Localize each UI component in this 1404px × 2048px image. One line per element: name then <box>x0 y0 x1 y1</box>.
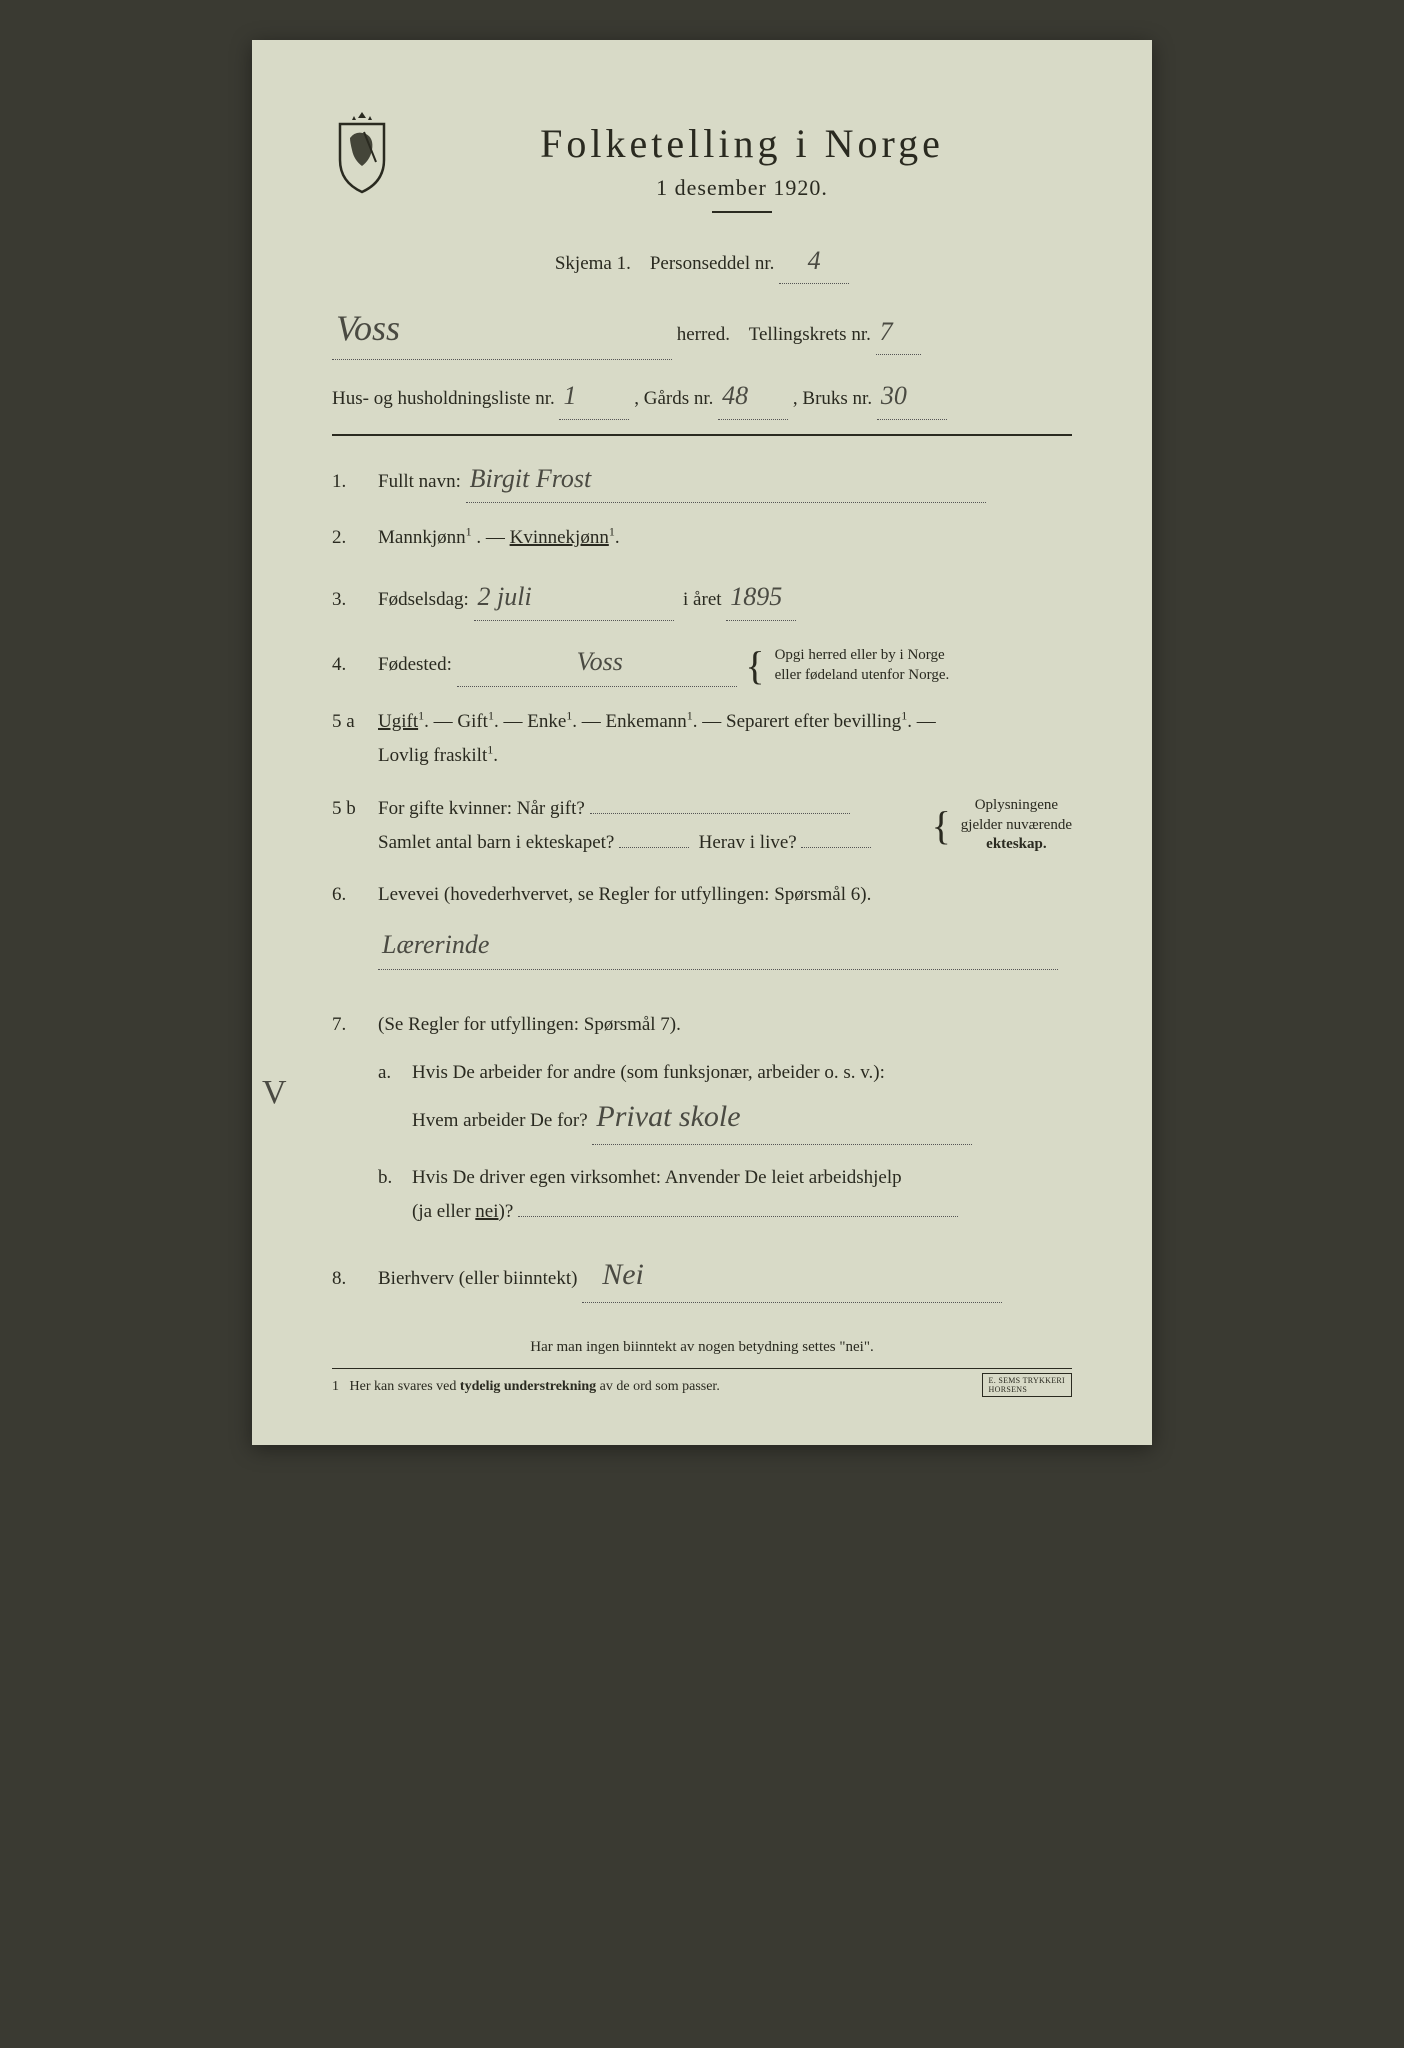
q2-mann: Mannkjønn <box>378 527 466 548</box>
footnote: 1 Her kan svares ved tydelig understrekn… <box>332 1379 1072 1395</box>
question-2: 2. Mannkjønn1 . — Kvinnekjønn1. <box>332 521 1072 555</box>
q7b-l1: Hvis De driver egen virksomhet: Anvender… <box>412 1167 902 1188</box>
q8-value: Nei <box>582 1248 648 1302</box>
q6-label: Levevei (hovederhvervet, se Regler for u… <box>378 884 871 905</box>
bruks-value: 30 <box>877 374 911 418</box>
q7b-l3: )? <box>499 1201 514 1222</box>
skjema-line: Skjema 1. Personseddel nr. 4 <box>332 239 1072 284</box>
question-8: 8. Bierhverv (eller biinntekt) Nei <box>332 1248 1072 1303</box>
q4-brace: { Opgi herred eller by i Norge eller fød… <box>741 646 949 685</box>
q7a-l1: Hvis De arbeider for andre (som funksjon… <box>412 1062 885 1083</box>
q5a-sep: Separert efter bevilling <box>726 711 901 732</box>
herred-line: Voss herred. Tellingskrets nr. 7 <box>332 298 1072 360</box>
q5b-note3: ekteskap. <box>986 836 1046 852</box>
question-1: 1. Fullt navn: Birgit Frost <box>332 456 1072 504</box>
q5a-num: 5 a <box>332 705 364 739</box>
footnote-divider <box>332 1368 1072 1369</box>
q8-label: Bierhverv (eller biinntekt) <box>378 1268 577 1289</box>
q4-num: 4. <box>332 648 364 682</box>
bruks-label: , Bruks nr. <box>793 388 872 409</box>
q5a-ugift: Ugift <box>378 711 418 732</box>
q7b-l2: (ja eller <box>412 1201 475 1222</box>
coat-of-arms-icon <box>332 110 392 195</box>
gards-value: 48 <box>718 374 752 418</box>
q7b-num: b. <box>378 1161 400 1229</box>
tellingskrets-label: Tellingskrets nr. <box>749 324 871 345</box>
q3-year-label: i året <box>683 589 722 610</box>
q3-year: 1895 <box>726 574 786 621</box>
q3-num: 3. <box>332 583 364 617</box>
q7a-l2: Hvem arbeider De for? <box>412 1110 588 1131</box>
header: Folketelling i Norge 1 desember 1920. <box>332 110 1072 231</box>
q5b-l2b: Herav i live? <box>699 832 797 853</box>
q7-label: (Se Regler for utfyllingen: Spørsmål 7). <box>378 1014 681 1035</box>
q7b-nei: nei <box>475 1201 498 1222</box>
q5a-enke: Enke <box>527 711 566 732</box>
gards-label: , Gårds nr. <box>634 388 713 409</box>
q4-note1: Opgi herred eller by i Norge <box>775 647 945 663</box>
hus-label: Hus- og husholdningsliste nr. <box>332 388 555 409</box>
question-7: 7. (Se Regler for utfyllingen: Spørsmål … <box>332 1008 1072 1230</box>
personseddel-value: 4 <box>804 239 825 283</box>
q5a-enkemann: Enkemann <box>606 711 687 732</box>
q7a-num: a. <box>378 1056 400 1145</box>
q5b-num: 5 b <box>332 792 364 826</box>
page-subtitle: 1 desember 1920. <box>412 175 1072 201</box>
q4-note2: eller fødeland utenfor Norge. <box>775 667 950 683</box>
page-title: Folketelling i Norge <box>412 120 1072 167</box>
fn-num: 1 <box>332 1379 339 1394</box>
hus-value: 1 <box>559 374 580 418</box>
q1-num: 1. <box>332 465 364 499</box>
q7a-value: Privat skole <box>592 1090 744 1144</box>
title-block: Folketelling i Norge 1 desember 1920. <box>412 110 1072 231</box>
q5a-lovlig: Lovlig fraskilt <box>378 745 487 766</box>
tellingskrets-value: 7 <box>876 310 897 354</box>
question-5a: 5 a Ugift1. — Gift1. — Enke1. — Enkemann… <box>332 705 1072 773</box>
q5b-note2: gjelder nuværende <box>961 817 1072 833</box>
question-3: 3. Fødselsdag: 2 juli i året 1895 <box>332 574 1072 622</box>
q5b-note1: Oplysningene <box>975 797 1058 813</box>
q7a-checkmark: V <box>262 1062 287 1123</box>
q8-num: 8. <box>332 1262 364 1296</box>
fn-text-a: Her kan svares ved <box>350 1379 460 1394</box>
question-6: 6. Levevei (hovederhvervet, se Regler fo… <box>332 878 1072 970</box>
header-divider <box>332 434 1072 436</box>
q3-label: Fødselsdag: <box>378 589 469 610</box>
q5b-l1: For gifte kvinner: Når gift? <box>378 798 585 819</box>
q2-dash: . — <box>476 527 509 548</box>
q1-label: Fullt navn: <box>378 471 461 492</box>
personseddel-label: Personseddel nr. <box>650 253 775 274</box>
q4-value: Voss <box>457 639 627 686</box>
q5b-brace: { Oplysningene gjelder nuværende ekteska… <box>928 796 1072 855</box>
herred-label: herred. <box>677 324 730 345</box>
question-4: 4. Fødested: Voss { Opgi herred eller by… <box>332 639 1072 687</box>
q2-kvinne: Kvinnekjønn <box>510 527 609 548</box>
q7-num: 7. <box>332 1008 364 1042</box>
fn-text-b: av de ord som passer. <box>596 1379 720 1394</box>
title-divider <box>712 211 772 213</box>
question-5b: 5 b For gifte kvinner: Når gift? Samlet … <box>332 792 1072 860</box>
hus-line: Hus- og husholdningsliste nr. 1 , Gårds … <box>332 374 1072 419</box>
skjema-label: Skjema 1. <box>555 253 631 274</box>
fn-bold: tydelig understrekning <box>460 1379 596 1394</box>
footer-note: Har man ingen biinntekt av nogen betydni… <box>332 1339 1072 1356</box>
document-page: Folketelling i Norge 1 desember 1920. Sk… <box>252 40 1152 1445</box>
q6-value: Lærerinde <box>378 922 493 969</box>
q6-num: 6. <box>332 878 364 912</box>
q5a-gift: Gift <box>457 711 488 732</box>
herred-value: Voss <box>332 298 404 359</box>
q2-num: 2. <box>332 521 364 555</box>
q1-value: Birgit Frost <box>466 456 596 503</box>
q4-label: Fødested: <box>378 654 452 675</box>
q3-day: 2 juli <box>474 574 536 621</box>
q5b-l2a: Samlet antal barn i ekteskapet? <box>378 832 614 853</box>
printer-stamp: E. SEMS TRYKKERIHORSENS <box>982 1373 1072 1397</box>
